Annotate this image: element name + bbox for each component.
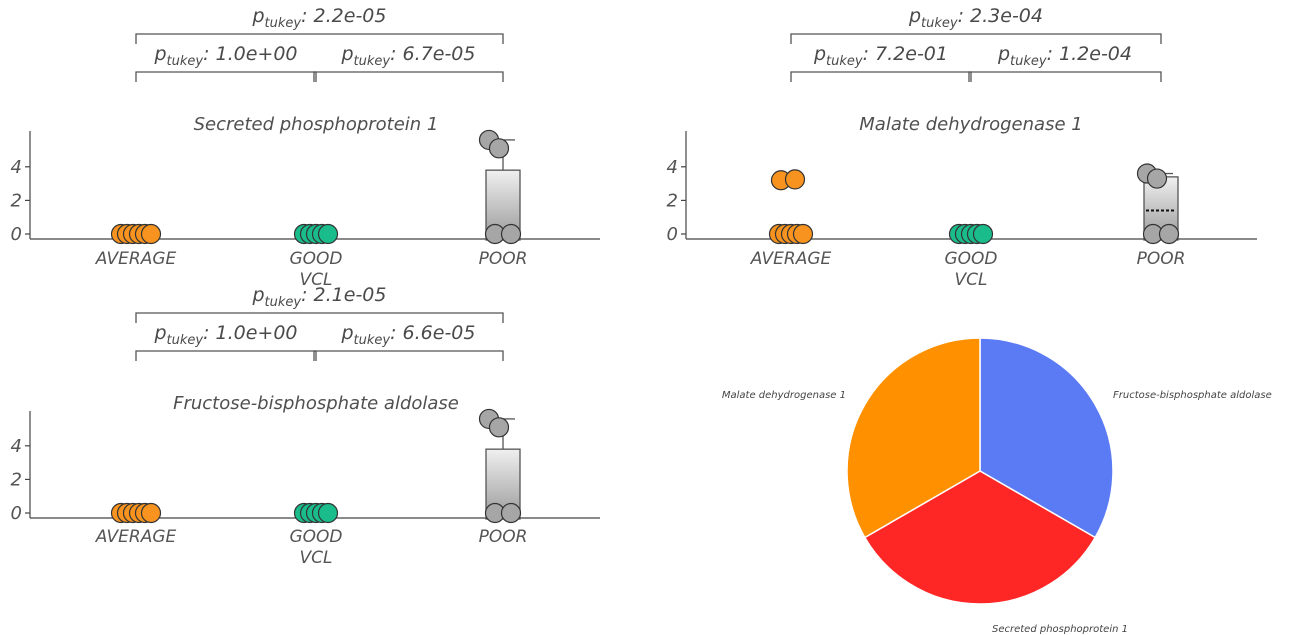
- data-point: [1158, 223, 1180, 245]
- stat-prefix: p: [153, 43, 166, 65]
- x-category-label: POOR: [479, 249, 528, 269]
- chart-title: Fructose-bisphosphate aldolase: [173, 393, 459, 414]
- data-point: [1146, 168, 1168, 189]
- y-tick-label: 0: [667, 224, 678, 245]
- significance-bracket: [135, 33, 504, 44]
- y-tick-label: 4: [11, 157, 22, 178]
- significance-bracket: [313, 350, 504, 361]
- significance-label: ptukey: 6.7e-05: [340, 43, 475, 69]
- stat-subscript: tukey: [167, 333, 204, 348]
- data-point: [784, 169, 806, 190]
- significance-label: ptukey: 1.0e+00: [153, 322, 297, 348]
- significance-label: ptukey: 1.0e+00: [153, 43, 297, 69]
- y-tick-label: 2: [11, 190, 22, 211]
- significance-bracket: [313, 71, 504, 82]
- significance-label: ptukey: 7.2e-01: [813, 43, 948, 69]
- pie-slice: [863, 470, 1097, 605]
- data-point: [972, 223, 994, 245]
- stat-subscript: tukey: [826, 54, 863, 69]
- box-strip-panel-1: Secreted phosphoprotein 1 0 2 4 AVERAGE GOOD P…: [11, 5, 600, 290]
- significance-bracket: [968, 71, 1162, 82]
- data-point: [140, 502, 162, 524]
- y-tick-label: 2: [667, 190, 678, 211]
- significance-bracket: [135, 312, 504, 323]
- significance-label: ptukey: 2.3e-04: [908, 5, 1043, 31]
- box-strip-panel-2: Malate dehydrogenase 1 0 2 4 AVERAGE GOOD POOR…: [667, 5, 1257, 290]
- pie-slice: [846, 337, 981, 539]
- x-axis-label: VCL: [955, 270, 988, 290]
- y-tick-label: 0: [11, 503, 22, 524]
- significance-label: ptukey: 2.2e-05: [251, 5, 386, 31]
- x-category-label: GOOD: [289, 527, 342, 547]
- x-category-label: GOOD: [289, 249, 342, 269]
- stat-prefix: p: [340, 322, 353, 344]
- significance-bracket: [790, 71, 972, 82]
- stat-prefix: p: [340, 43, 353, 65]
- p-value: : 1.0e+00: [203, 322, 297, 344]
- y-tick-label: 0: [11, 224, 22, 245]
- pie-slice-label: Secreted phosphoprotein 1: [992, 624, 1128, 635]
- x-category-label: GOOD: [944, 249, 997, 269]
- p-value: : 6.6e-05: [390, 322, 475, 344]
- stat-prefix: p: [251, 284, 264, 306]
- x-category-label: AVERAGE: [95, 249, 177, 269]
- stat-prefix: p: [997, 43, 1010, 65]
- stat-subscript: tukey: [354, 333, 391, 348]
- stat-prefix: p: [908, 5, 921, 27]
- p-value: : 1.0e+00: [203, 43, 297, 65]
- pie-slice-label: Fructose-bisphosphate aldolase: [1113, 390, 1272, 401]
- significance-label: ptukey: 6.6e-05: [340, 322, 475, 348]
- p-value: : 2.1e-05: [301, 284, 386, 306]
- x-category-label: AVERAGE: [95, 527, 177, 547]
- significance-label: ptukey: 2.1e-05: [251, 284, 386, 310]
- stat-prefix: p: [153, 322, 166, 344]
- stat-subscript: tukey: [1010, 54, 1047, 69]
- significance-bracket: [135, 350, 317, 361]
- data-point: [317, 223, 339, 245]
- x-category-label: POOR: [479, 527, 528, 547]
- pie-slice-label: Malate dehydrogenase 1: [722, 390, 846, 401]
- stat-subscript: tukey: [921, 16, 958, 31]
- significance-bracket: [135, 71, 317, 82]
- y-tick-label: 2: [11, 469, 22, 490]
- significance-label: ptukey: 1.2e-04: [997, 43, 1132, 69]
- stat-subscript: tukey: [167, 54, 204, 69]
- significance-bracket: [790, 33, 1162, 44]
- p-value: : 1.2e-04: [1047, 43, 1132, 65]
- data-point: [792, 223, 814, 245]
- y-tick-label: 4: [667, 157, 678, 178]
- p-value: : 2.3e-04: [958, 5, 1043, 27]
- data-point: [500, 502, 522, 524]
- stat-subscript: tukey: [265, 16, 302, 31]
- x-axis-label: VCL: [300, 270, 333, 290]
- data-point: [488, 417, 510, 438]
- data-point: [500, 223, 522, 245]
- data-point: [488, 138, 510, 159]
- p-value: : 6.7e-05: [390, 43, 475, 65]
- x-category-label: AVERAGE: [750, 249, 832, 269]
- pie-chart: Fructose-bisphosphate aldolase Secreted p…: [722, 337, 1272, 635]
- x-category-label: POOR: [1137, 249, 1186, 269]
- p-value: : 7.2e-01: [863, 43, 948, 65]
- p-value: : 2.2e-05: [301, 5, 386, 27]
- x-axis-label: VCL: [300, 548, 333, 568]
- stat-prefix: p: [813, 43, 826, 65]
- data-point: [140, 223, 162, 245]
- chart-title: Secreted phosphoprotein 1: [194, 114, 439, 135]
- box-strip-panel-3: Fructose-bisphosphate aldolase 0 2 4 AVERAGE…: [11, 284, 600, 568]
- pie-slice: [979, 337, 1114, 539]
- y-tick-label: 4: [11, 436, 22, 457]
- stat-subscript: tukey: [354, 54, 391, 69]
- chart-title: Malate dehydrogenase 1: [859, 114, 1082, 135]
- data-point: [317, 502, 339, 524]
- stat-prefix: p: [251, 5, 264, 27]
- stat-subscript: tukey: [265, 295, 302, 310]
